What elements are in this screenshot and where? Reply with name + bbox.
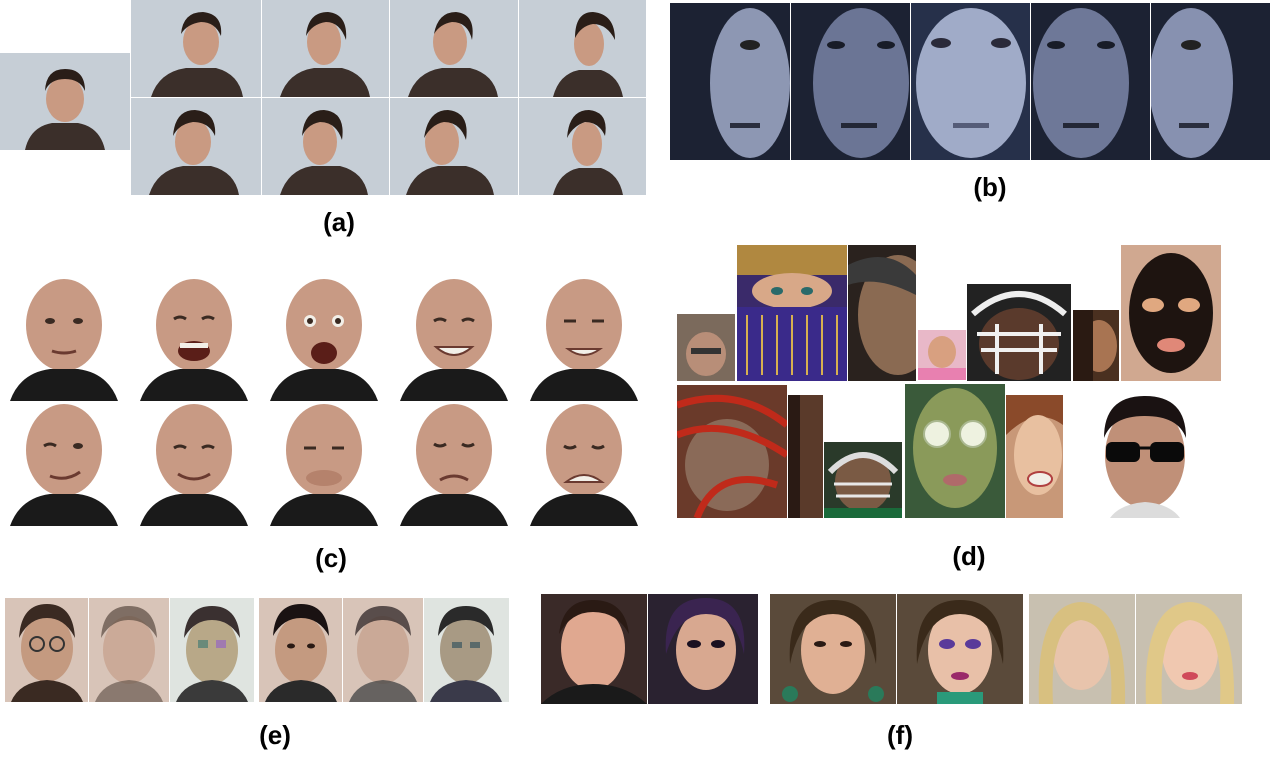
photo-c-expr-3: [260, 273, 388, 401]
photo-d-occ-9: [788, 395, 823, 518]
photo-a-pose-7: [390, 98, 518, 195]
photo-d-occ-11: [905, 384, 1005, 518]
photo-f-4: [897, 594, 1023, 704]
photo-c-expr-8: [260, 398, 388, 526]
photo-f-6: [1136, 594, 1242, 704]
photo-f-2: [648, 594, 758, 704]
photo-c-expr-6: [0, 398, 128, 526]
photo-a-pose-2: [262, 0, 389, 97]
photo-e-2: [89, 598, 169, 702]
photo-c-expr-4: [390, 273, 518, 401]
photo-b-light-3: [911, 3, 1030, 160]
photo-c-expr-9: [390, 398, 518, 526]
photo-d-occ-8: [677, 385, 787, 518]
photo-d-occ-13: [1090, 386, 1200, 518]
photo-b-light-5: [1151, 3, 1270, 160]
photo-d-occ-5: [967, 284, 1071, 381]
photo-c-expr-1: [0, 273, 128, 401]
panel-label-d: (d): [952, 541, 986, 571]
photo-b-light-2: [791, 3, 910, 160]
photo-a-pose-4: [519, 0, 646, 97]
panel-label-e: (e): [259, 720, 291, 750]
photo-e-4: [259, 598, 342, 702]
photo-d-occ-7: [1121, 245, 1221, 381]
photo-d-occ-1: [677, 314, 735, 381]
photo-a-pose-3: [390, 0, 518, 97]
panel-label-a: (a): [323, 207, 355, 237]
photo-c-expr-2: [130, 273, 258, 401]
photo-f-3: [770, 594, 896, 704]
photo-a-pose-8: [519, 98, 646, 195]
photo-b-light-4: [1031, 3, 1150, 160]
panel-label-c: (c): [315, 543, 347, 573]
photo-a-pose-6: [262, 98, 389, 195]
photo-e-1: [5, 598, 88, 702]
photo-f-5: [1029, 594, 1135, 704]
photo-a-frontal: [0, 53, 130, 150]
photo-d-occ-6: [1073, 310, 1119, 381]
panel-label-f: (f): [887, 720, 913, 750]
photo-b-light-1: [670, 3, 790, 160]
photo-a-pose-5: [131, 98, 261, 195]
photo-a-pose-1: [131, 0, 261, 97]
photo-d-occ-12: [1006, 395, 1063, 518]
photo-d-occ-3: [848, 245, 916, 381]
photo-e-3: [170, 598, 254, 702]
photo-c-expr-10: [520, 398, 648, 526]
photo-c-expr-5: [520, 273, 648, 401]
panel-label-b: (b): [973, 172, 1007, 202]
photo-d-occ-10: [824, 442, 902, 518]
photo-c-expr-7: [130, 398, 258, 526]
photo-e-6: [424, 598, 509, 702]
photo-f-1: [541, 594, 647, 704]
photo-d-occ-2: [737, 245, 847, 381]
photo-d-occ-4: [918, 330, 966, 380]
photo-e-5: [343, 598, 423, 702]
